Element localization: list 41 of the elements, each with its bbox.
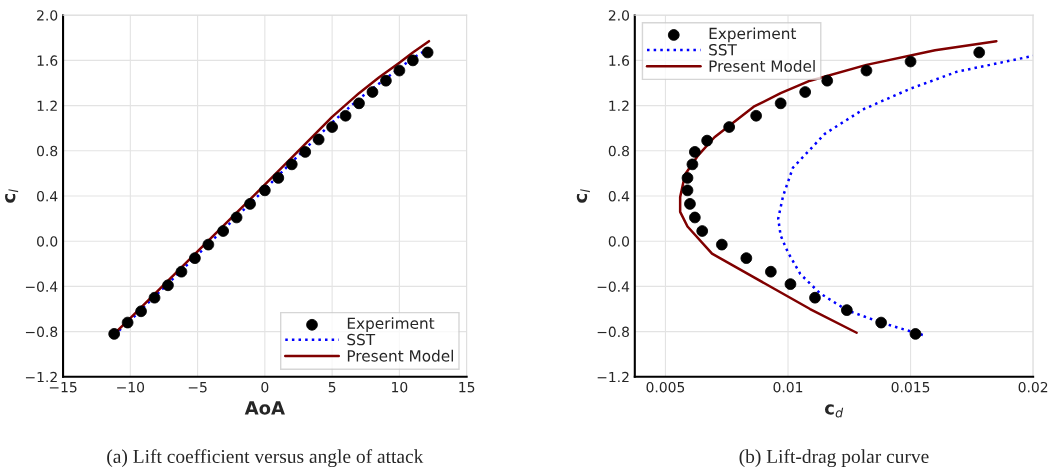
- legend-label: Experiment: [347, 317, 435, 332]
- y-tick-label: −1.2: [597, 371, 629, 383]
- y-tick-label: 2.0: [37, 10, 58, 21]
- y-tick-label: 0.8: [37, 145, 58, 157]
- y-tick-label: 2.0: [608, 10, 630, 21]
- x-axis-title: c$_{d}$: [824, 404, 844, 418]
- y-axis-title: c$_{l}$: [5, 189, 19, 203]
- x-tick-label: 0.02: [1018, 381, 1048, 393]
- y-tick-label: 1.2: [609, 100, 629, 111]
- x-tick-label: 0: [261, 381, 269, 393]
- x-tick-label: 0.01: [773, 381, 803, 393]
- legend-label: Present Model: [347, 349, 453, 362]
- y-tick-label: −1.2: [25, 371, 57, 383]
- y-tick-label: 1.6: [609, 55, 630, 66]
- text: (b) Lift-drag polar curve: [739, 449, 929, 468]
- y-tick-label: 0.0: [37, 236, 58, 247]
- x-tick-label: −10: [117, 381, 145, 393]
- x-tick-label: −5: [188, 382, 207, 393]
- y-tick-label: 1.2: [37, 100, 57, 111]
- legend-label: SST: [709, 43, 737, 56]
- x-tick-label: 15: [459, 382, 475, 393]
- x-tick-label: 0.005: [646, 381, 685, 393]
- x-tick-label: −15: [49, 382, 77, 393]
- y-tick-label: −0.4: [25, 281, 58, 292]
- y-tick-label: 0.4: [608, 190, 630, 202]
- x-axis-title: AoA: [244, 401, 285, 415]
- x-tick-label: 5: [328, 382, 336, 393]
- legend-label: Present Model: [709, 60, 815, 72]
- legend-label: SST: [347, 333, 376, 346]
- y-tick-label: 1.6: [37, 55, 58, 66]
- y-axis-title: c$_{l}$: [576, 189, 590, 203]
- text: (a) Lift coefficient versus angle of attack: [107, 449, 424, 468]
- y-tick-label: −0.8: [25, 326, 58, 338]
- y-tick-label: 0.8: [608, 145, 629, 157]
- x-tick-label: 10: [392, 381, 408, 393]
- y-tick-label: 0.4: [37, 190, 58, 202]
- y-tick-label: −0.8: [597, 326, 629, 338]
- legend-label: Experiment: [709, 27, 797, 43]
- y-tick-label: 0.0: [608, 236, 630, 247]
- y-tick-label: −0.4: [597, 281, 630, 292]
- x-tick-label: 0.015: [891, 381, 930, 393]
